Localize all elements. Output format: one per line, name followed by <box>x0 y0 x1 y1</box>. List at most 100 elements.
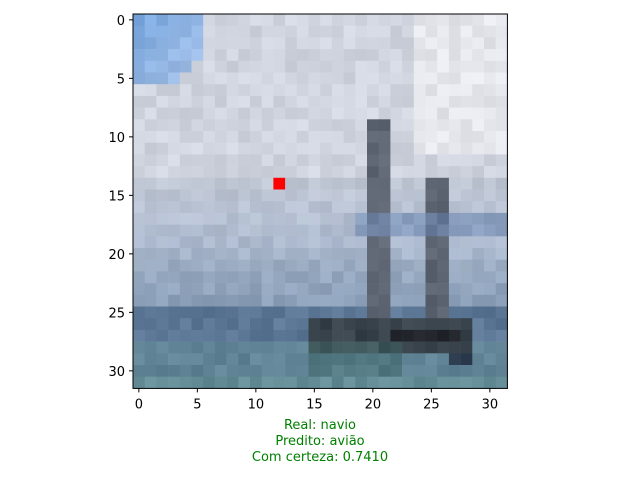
pixel <box>285 201 298 214</box>
pixel <box>191 341 204 354</box>
pixel <box>273 306 286 319</box>
pixel <box>238 353 251 366</box>
pixel <box>296 142 309 155</box>
pixel <box>308 224 321 237</box>
caption-real: Real: navio <box>283 418 356 433</box>
pixel <box>367 166 379 179</box>
pixel <box>156 72 169 85</box>
pixel <box>331 283 344 296</box>
pixel <box>261 60 274 73</box>
pixel <box>144 283 157 296</box>
pixel <box>378 72 391 85</box>
pixel <box>308 14 321 26</box>
pixel <box>285 248 298 260</box>
pixel <box>378 142 391 155</box>
pixel <box>343 224 356 237</box>
pixel <box>214 49 227 62</box>
pixel <box>296 154 309 167</box>
pixel <box>203 248 216 260</box>
pixel <box>320 49 333 62</box>
pixel <box>250 283 262 296</box>
pixel <box>191 189 204 202</box>
pixel <box>285 365 298 377</box>
pixel <box>273 259 286 272</box>
pixel <box>191 329 204 342</box>
pixel <box>495 329 508 342</box>
pixel <box>425 189 438 202</box>
x-tick-label: 10 <box>248 397 265 412</box>
pixel <box>460 95 473 108</box>
pixel <box>437 154 450 167</box>
pixel <box>437 189 450 202</box>
pixel <box>308 365 321 377</box>
pixel <box>320 365 333 377</box>
pixel <box>214 236 227 249</box>
pixel <box>144 201 157 214</box>
pixel <box>308 189 321 202</box>
pixel <box>343 142 356 155</box>
x-tick-label: 5 <box>193 397 201 412</box>
pixel <box>261 212 274 225</box>
pixel <box>203 119 216 132</box>
pixel <box>250 212 262 225</box>
pixel <box>203 49 216 62</box>
pixel <box>250 329 262 342</box>
pixel <box>285 189 298 202</box>
pixel <box>437 60 450 73</box>
pixel <box>285 60 298 73</box>
pixel <box>425 166 438 179</box>
pixel <box>296 329 309 342</box>
pixel <box>460 271 473 284</box>
pixel <box>214 142 227 155</box>
pixel <box>355 49 368 62</box>
pixel <box>448 201 461 214</box>
pixel <box>156 259 169 272</box>
pixel <box>203 95 216 108</box>
pixel <box>484 166 496 179</box>
pixel <box>285 142 298 155</box>
pixel <box>226 189 239 202</box>
pixel <box>203 154 216 167</box>
pixel <box>179 60 192 73</box>
pixel <box>343 376 356 389</box>
pixel <box>250 154 262 167</box>
pixel <box>460 318 473 331</box>
pixel <box>390 224 403 237</box>
pixel <box>179 248 192 260</box>
pixel <box>320 329 333 342</box>
pixel <box>308 259 321 272</box>
pixel <box>296 365 309 377</box>
pixel <box>331 294 344 307</box>
pixel <box>133 353 145 366</box>
pixel <box>390 37 403 50</box>
pixel <box>402 142 415 155</box>
pixel <box>402 271 415 284</box>
pixel <box>378 49 391 62</box>
pixel <box>320 84 333 97</box>
pixel <box>343 177 356 190</box>
pixel <box>413 60 426 73</box>
pixel <box>367 107 379 120</box>
pixel <box>296 376 309 389</box>
pixel <box>413 271 426 284</box>
pixel <box>484 306 496 319</box>
pixel <box>367 60 379 73</box>
pixel <box>226 14 239 26</box>
pixel <box>238 189 251 202</box>
pixel <box>378 107 391 120</box>
pixel <box>250 25 262 38</box>
pixel <box>308 341 321 354</box>
pixel <box>308 119 321 132</box>
pixel <box>144 166 157 179</box>
caption-predicted: Predito: avião <box>275 434 365 449</box>
pixel <box>460 142 473 155</box>
pixel <box>378 306 391 319</box>
pixel <box>168 142 181 155</box>
pixel <box>144 306 157 319</box>
pixel <box>425 84 438 97</box>
pixel <box>168 119 181 132</box>
pixel <box>320 283 333 296</box>
pixel <box>460 131 473 143</box>
pixel <box>495 318 508 331</box>
pixel <box>285 341 298 354</box>
